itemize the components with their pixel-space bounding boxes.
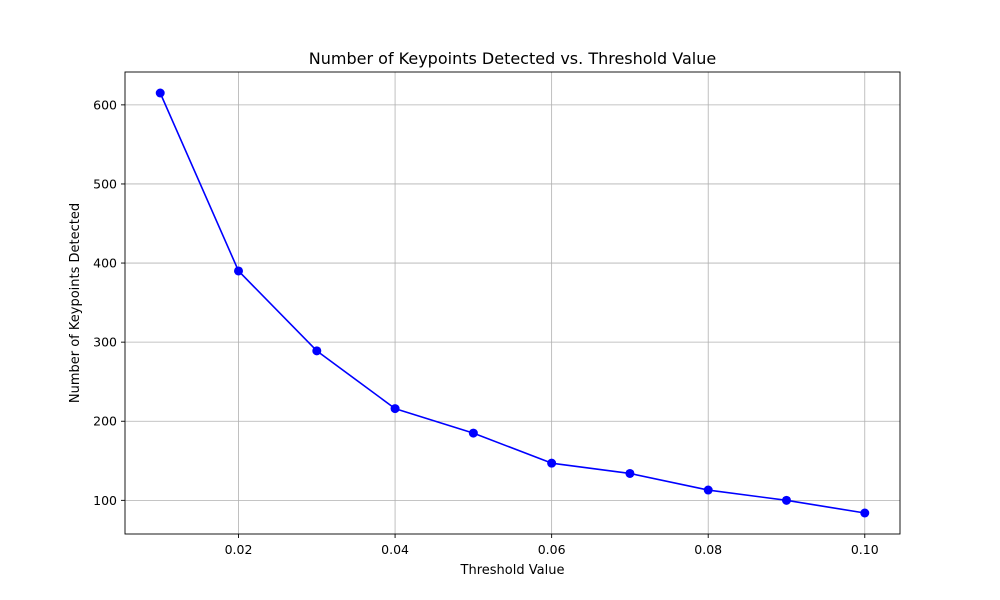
- chart-title: Number of Keypoints Detected vs. Thresho…: [309, 49, 716, 68]
- y-tick-label: 500: [93, 176, 117, 191]
- data-point: [390, 404, 400, 414]
- data-point: [312, 346, 322, 356]
- y-axis-label: Number of Keypoints Detected: [68, 203, 83, 403]
- y-tick-label: 300: [93, 335, 117, 350]
- data-point: [234, 266, 244, 276]
- y-axis-ticks: 100 200 300 400 500 600: [93, 97, 125, 508]
- data-points: [155, 88, 870, 518]
- plot-frame: [124, 71, 901, 535]
- x-axis-ticks: 0.02 0.04 0.06 0.08 0.10: [225, 534, 879, 557]
- data-point: [547, 458, 557, 468]
- data-point: [781, 495, 791, 505]
- x-tick-label: 0.04: [381, 542, 409, 557]
- data-point: [155, 88, 165, 98]
- y-tick-label: 600: [93, 97, 117, 112]
- x-tick-label: 0.02: [225, 542, 253, 557]
- y-tick-label: 200: [93, 414, 117, 429]
- y-tick-label: 100: [93, 493, 117, 508]
- grid: [125, 72, 900, 534]
- x-tick-label: 0.06: [538, 542, 566, 557]
- x-tick-label: 0.10: [851, 542, 879, 557]
- y-tick-label: 400: [93, 256, 117, 271]
- series-line: [159, 92, 865, 514]
- data-point: [703, 485, 713, 495]
- data-point: [625, 468, 635, 478]
- x-axis-label: Threshold Value: [460, 563, 565, 578]
- data-point: [860, 508, 870, 518]
- x-tick-label: 0.08: [694, 542, 722, 557]
- data-point: [468, 428, 478, 438]
